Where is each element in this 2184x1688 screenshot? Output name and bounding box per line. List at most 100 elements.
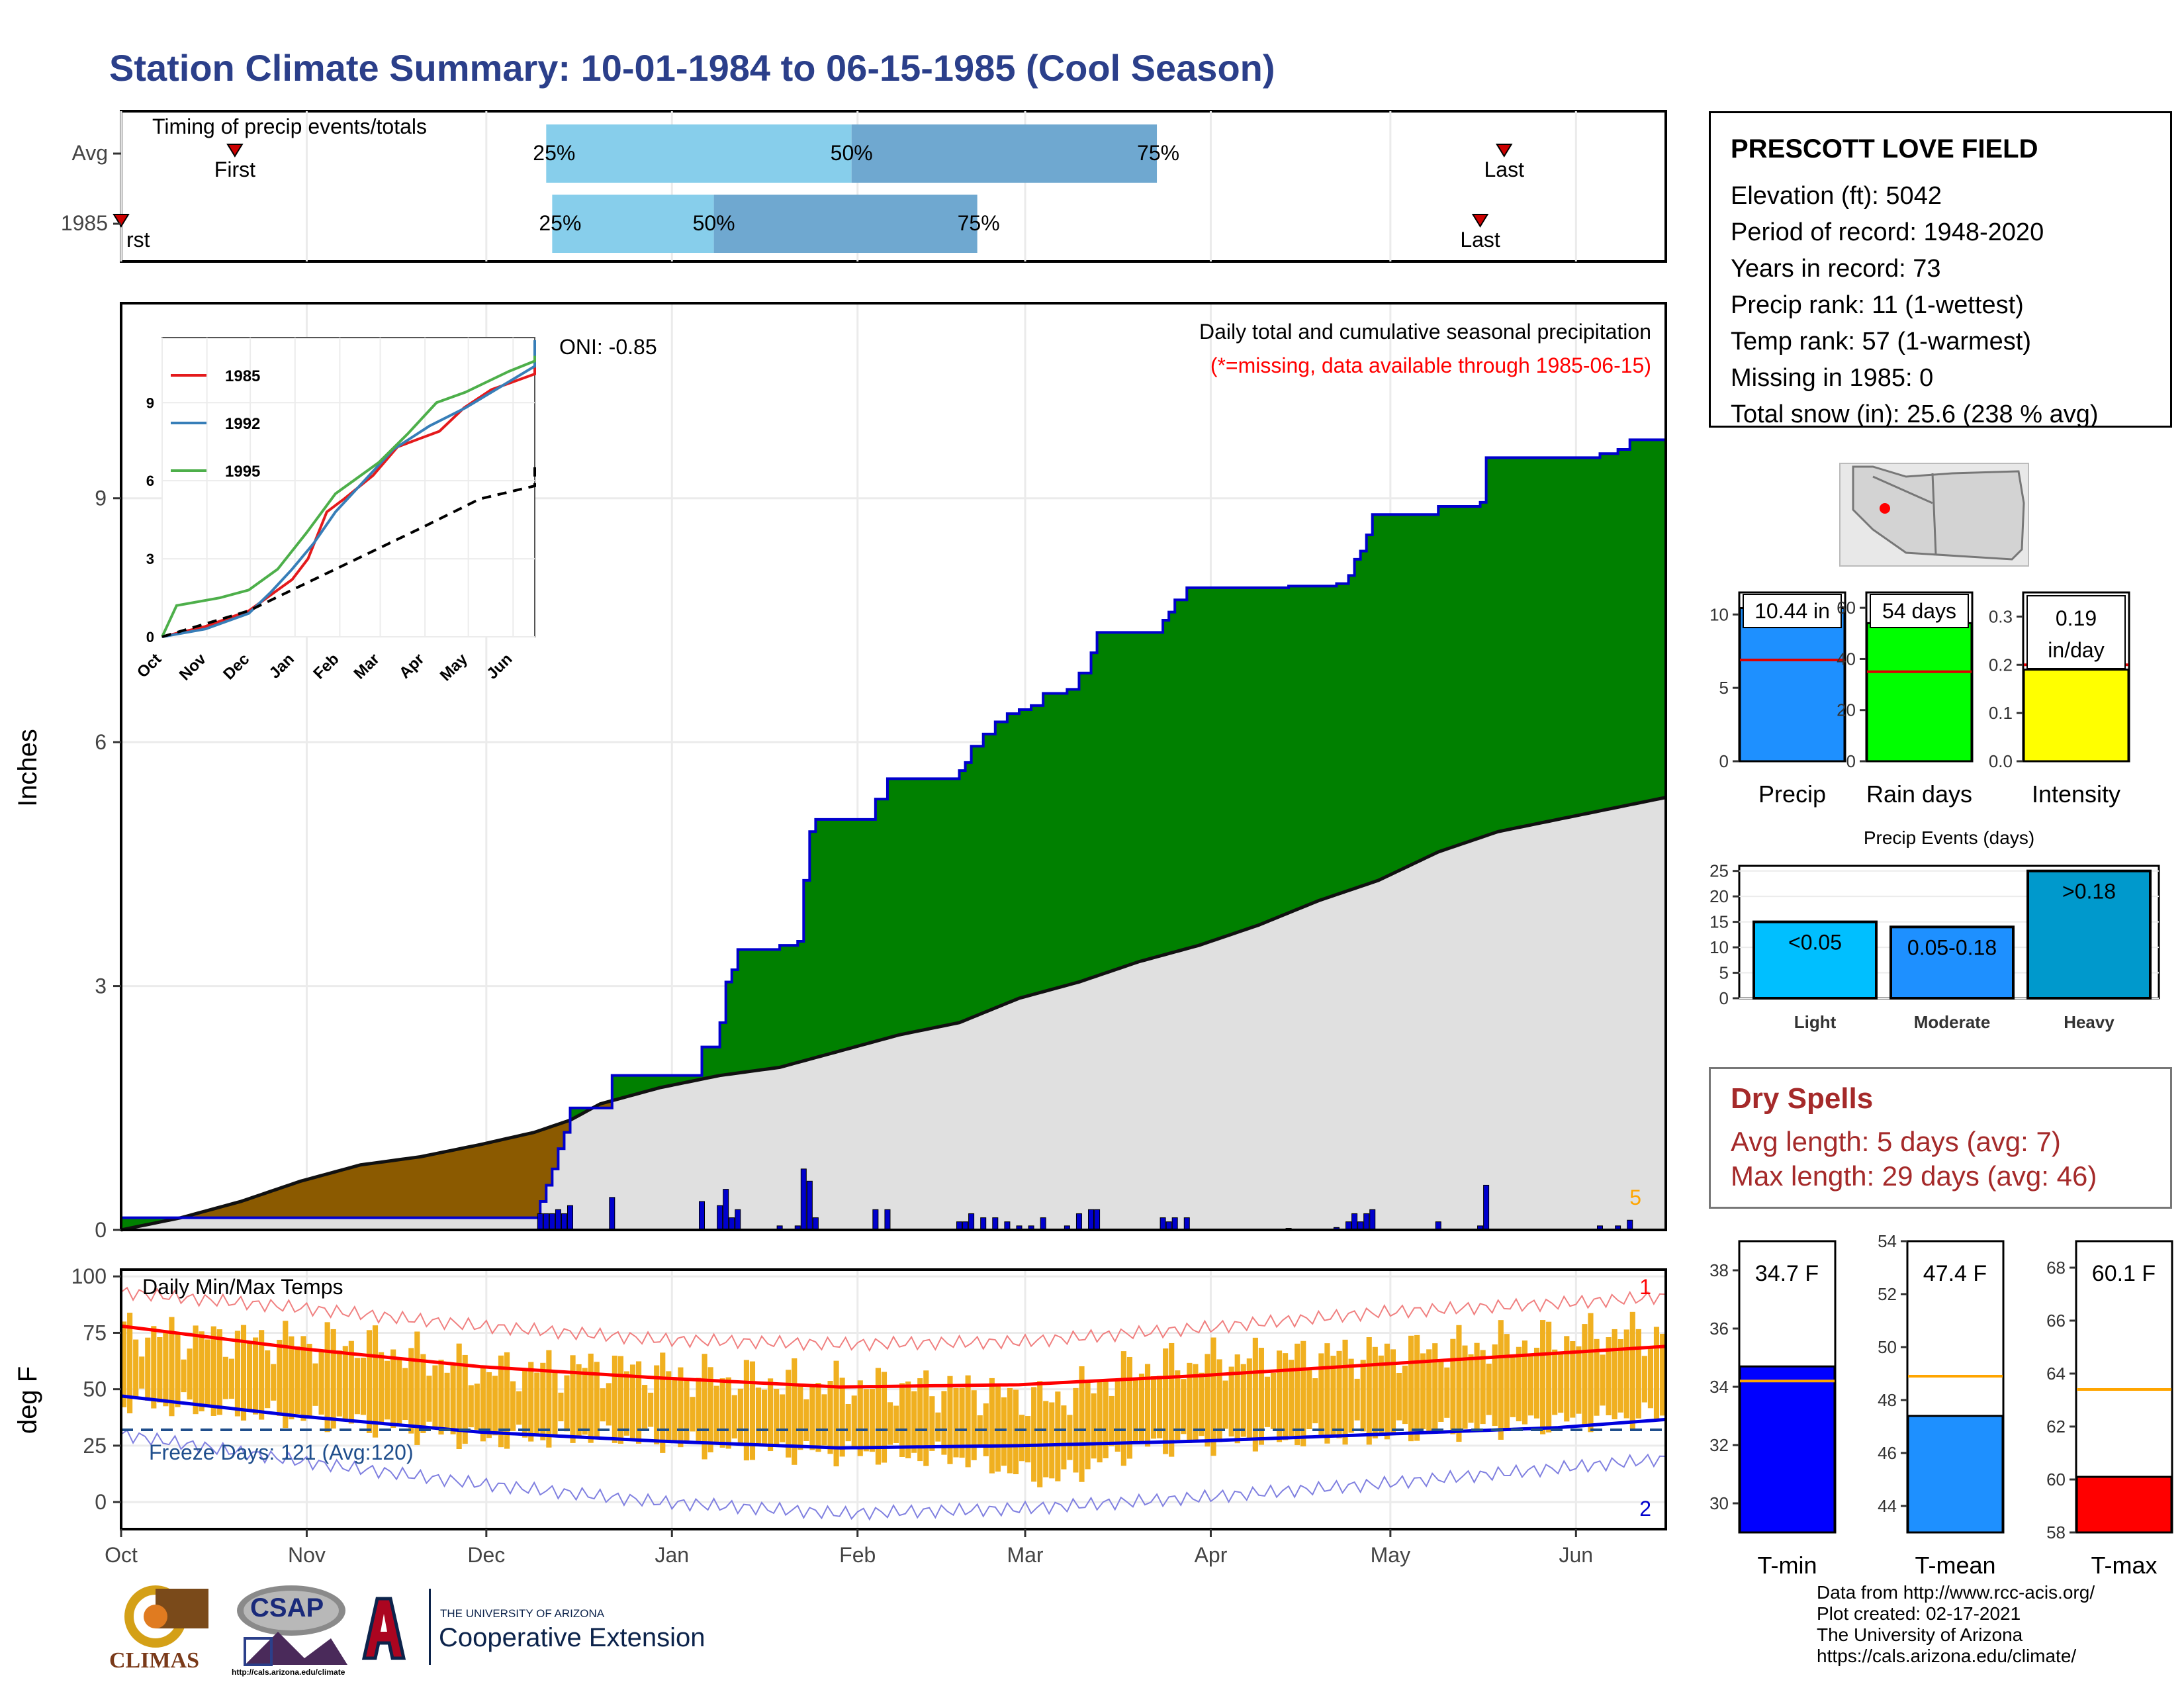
temp-daily-bar: [971, 1390, 977, 1460]
temp-daily-bar: [678, 1367, 684, 1448]
temp-daily-bar: [1061, 1405, 1067, 1470]
summary-rain-days-bar: [1866, 622, 1973, 763]
temp-daily-bar: [803, 1399, 809, 1441]
temp-daily-bar: [259, 1330, 265, 1420]
summary-precip-category-label: Precip: [1758, 780, 1826, 808]
precip-cumulative-line: [121, 438, 1666, 1219]
temp-daily-bar: [1623, 1329, 1629, 1419]
precip-daily-bar: [980, 1217, 987, 1231]
temp-daily-bar: [1396, 1372, 1402, 1421]
precip-y-tick-label: 0: [95, 1218, 107, 1242]
temp-daily-bar: [151, 1326, 157, 1409]
temp-daily-bar: [815, 1383, 821, 1452]
temp-daily-bar: [642, 1385, 648, 1431]
temp-daily-bar: [1342, 1339, 1348, 1445]
temp-daily-bar: [1295, 1343, 1300, 1446]
temp-daily-bar: [1450, 1338, 1456, 1434]
temp-daily-bar: [719, 1378, 725, 1448]
state-boundary: [1872, 475, 1933, 504]
temp-daily-bar: [558, 1392, 564, 1422]
precip-daily-bar: [1088, 1209, 1095, 1231]
temp-daily-bar: [1276, 1350, 1283, 1442]
station-location-marker: [1880, 503, 1890, 514]
temp-daily-bar: [690, 1397, 696, 1432]
temp-daily-bar: [205, 1339, 210, 1407]
temp-daily-bar: [1126, 1356, 1132, 1459]
temp-daily-bar: [1522, 1340, 1528, 1425]
temp-daily-bar: [1456, 1325, 1462, 1442]
temp-daily-bar: [1157, 1376, 1163, 1438]
summary-rain-days-y-tick-label: 60: [1837, 598, 1856, 618]
temp-daily-bar: [725, 1377, 731, 1449]
temp-daily-bar: [755, 1387, 762, 1445]
temp-daily-bar: [660, 1352, 666, 1453]
precip-daily-bar: [537, 1213, 543, 1231]
temp-daily-bar: [312, 1363, 318, 1406]
station-precip-rank: Precip rank: 11 (1-wettest): [1731, 291, 2024, 319]
temp-daily-bar: [480, 1367, 486, 1442]
inset-series-line: [161, 355, 536, 637]
temp-daily-bar: [1193, 1364, 1199, 1442]
precip-average-area: [121, 797, 1666, 1230]
temp-daily-bar: [839, 1378, 845, 1457]
precip-daily-bar: [1040, 1217, 1046, 1231]
temp-daily-bar: [654, 1365, 660, 1444]
temp-daily-bar: [1264, 1376, 1271, 1427]
temp-daily-bar: [707, 1367, 713, 1453]
temp-daily-bar: [1617, 1339, 1623, 1413]
temp-daily-bar: [672, 1377, 678, 1440]
temp-daily-bar: [684, 1380, 690, 1441]
precip-daily-bar: [1160, 1217, 1166, 1231]
temp-daily-bar: [636, 1361, 642, 1444]
temp-daily-bar: [1510, 1355, 1516, 1417]
temp-daily-bar: [1635, 1329, 1641, 1419]
events-bar: [1889, 925, 2015, 1000]
timing-q50-label: 50%: [693, 211, 735, 235]
temp-daily-bar: [175, 1333, 181, 1407]
timing-q75-label: 75%: [1137, 141, 1179, 165]
temp-daily-bar: [774, 1389, 780, 1446]
temp-daily-bar: [702, 1354, 707, 1460]
inset-y-tick-label: 3: [146, 551, 154, 567]
temp-daily-bar: [1366, 1337, 1372, 1445]
credit-plot-created: Plot created: 02-17-2021: [1817, 1603, 2021, 1624]
inset-legend-label: 1985: [225, 367, 260, 385]
temp-daily-bar: [1540, 1320, 1546, 1434]
temp-daily-bar: [1462, 1345, 1468, 1429]
station-temp-rank: Temp rank: 57 (1-warmest): [1731, 328, 2032, 355]
temp-daily-bar: [623, 1371, 630, 1436]
precip-surplus-area: [121, 440, 1666, 1230]
temp-daily-bar: [953, 1387, 959, 1458]
temp-y-tick-label: 25: [83, 1434, 107, 1458]
precip-daily-bar: [609, 1197, 615, 1231]
temp-daily-bar: [1647, 1346, 1654, 1409]
temp-daily-bar: [780, 1394, 786, 1442]
logo-divider: [429, 1589, 431, 1665]
timing-last-marker: [1471, 214, 1489, 228]
temp-daily-bar: [1348, 1358, 1354, 1433]
summary-t-min-y-tick-label: 34: [1709, 1377, 1729, 1397]
temp-daily-bar: [1205, 1354, 1210, 1447]
month-x-tick-label: Mar: [1007, 1543, 1043, 1567]
ua-a-icon: [361, 1597, 406, 1660]
summary-intensity-y-tick-label: 0.3: [1989, 606, 2013, 626]
precip-daily-bar: [729, 1217, 735, 1231]
summary-rain-days-y-tick-label: 0: [1846, 751, 1856, 771]
inset-frame: [161, 337, 535, 637]
temp-daily-bar: [792, 1358, 797, 1465]
timing-first-marker: [226, 144, 244, 158]
temp-daily-bar: [169, 1317, 175, 1417]
summary-t-max-category-label: T-max: [2091, 1552, 2157, 1579]
inset-legend-label: 1992: [225, 415, 260, 433]
temp-daily-bar: [372, 1325, 379, 1438]
temp-daily-bar: [289, 1336, 295, 1420]
temp-daily-bar: [354, 1358, 360, 1415]
events-y-tick-label: 5: [1719, 963, 1729, 983]
summary-temp-value-label: 47.4 F: [1923, 1261, 1987, 1286]
temp-daily-bar: [210, 1326, 216, 1416]
summary-t-max-y-tick-label: 64: [2046, 1364, 2066, 1383]
temp-daily-bar: [1444, 1367, 1450, 1418]
temp-daily-bar: [1384, 1343, 1390, 1440]
temp-daily-bar: [696, 1378, 702, 1444]
temp-daily-bar: [187, 1348, 193, 1400]
